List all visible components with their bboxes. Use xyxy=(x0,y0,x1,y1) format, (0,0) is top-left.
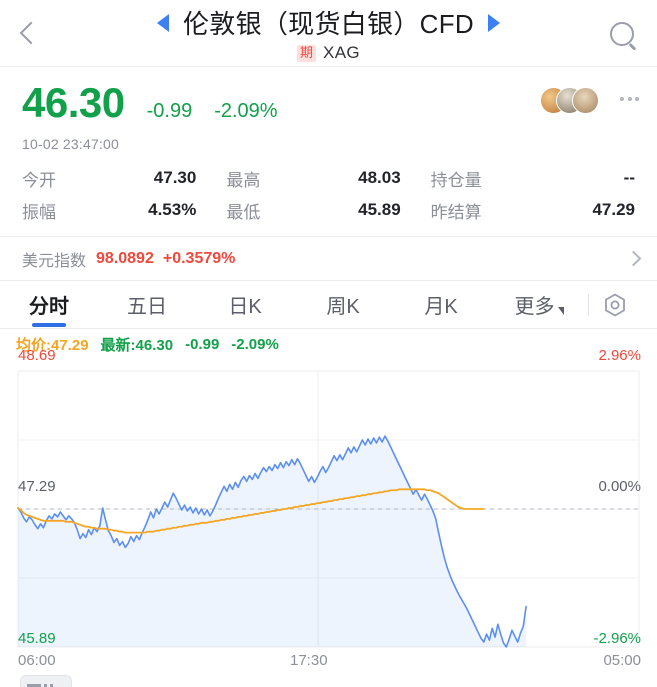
axis-label-mid-price: 47.29 xyxy=(18,478,56,495)
tab-label: 周K xyxy=(326,296,360,318)
page-title: 伦敦银（现货白银）CFD xyxy=(182,9,475,39)
viewer-avatars[interactable] xyxy=(540,87,599,114)
axis-label-time-end: 05:00 xyxy=(603,652,641,669)
bar xyxy=(50,683,53,687)
legend-last-price: 最新:46.30 xyxy=(100,337,174,354)
tab-monthly-k[interactable]: 月K xyxy=(392,281,490,329)
quote-summary: 46.30 -0.99 -2.09% 10-02 23:47:00 xyxy=(0,67,657,158)
quote-timestamp: 10-02 23:47:00 xyxy=(22,136,119,152)
price-change: -0.99 xyxy=(146,100,193,122)
stat-value: 47.29 xyxy=(592,200,635,219)
bar xyxy=(44,683,47,687)
stat-amplitude: 振幅 4.53% xyxy=(22,198,226,223)
chart-canvas xyxy=(17,370,640,648)
bottom-bar xyxy=(0,668,657,687)
app-header: 伦敦银（现货白银）CFD 期 XAG xyxy=(0,0,657,67)
header-title-block: 伦敦银（现货白银）CFD 期 XAG xyxy=(0,4,657,63)
dot xyxy=(627,97,632,101)
stat-label: 振幅 xyxy=(22,202,56,222)
stat-label: 昨结算 xyxy=(430,202,482,222)
avatar xyxy=(572,87,599,114)
legend-average-price: 均价:47.29 xyxy=(16,337,89,354)
divider xyxy=(588,293,589,316)
axis-label-high-pct: 2.96% xyxy=(598,347,641,364)
tab-more[interactable]: 更多 xyxy=(490,281,588,329)
dot xyxy=(620,97,624,101)
symbol-code: XAG xyxy=(322,43,361,62)
axis-label-mid-pct: 0.00% xyxy=(598,478,641,495)
tab-label: 分时 xyxy=(29,296,69,318)
chart-settings-button[interactable] xyxy=(589,281,641,329)
stat-value: 45.89 xyxy=(358,200,401,219)
chevron-left-icon xyxy=(19,21,43,45)
tab-label: 日K xyxy=(228,296,262,318)
search-button[interactable] xyxy=(587,0,657,67)
stat-label: 最低 xyxy=(226,202,261,222)
tab-intraday[interactable]: 分时 xyxy=(0,281,98,329)
stats-grid: 今开 47.30 最高 48.03 持仓量 -- 振幅 4.53% 最低 45.… xyxy=(0,158,657,237)
stat-label: 今开 xyxy=(22,170,56,190)
stat-high: 最高 48.03 xyxy=(226,166,430,191)
dollar-index-label: 美元指数 xyxy=(22,252,87,270)
axis-label-high-price: 48.69 xyxy=(18,347,56,364)
price-change-percent: -2.09% xyxy=(214,100,278,122)
chevron-down-icon xyxy=(557,306,564,315)
search-icon xyxy=(610,21,634,46)
futures-badge: 期 xyxy=(296,44,316,62)
dot xyxy=(635,97,639,101)
mini-card-icon[interactable] xyxy=(20,675,72,687)
last-price: 46.30 xyxy=(22,79,125,126)
triangle-right-icon[interactable] xyxy=(488,13,501,32)
tab-weekly-k[interactable]: 周K xyxy=(294,281,392,329)
dollar-index-change: +0.3579% xyxy=(162,249,236,267)
triangle-left-icon[interactable] xyxy=(156,13,169,32)
tab-five-day[interactable]: 五日 xyxy=(98,281,196,329)
stat-value: -- xyxy=(623,168,635,187)
stat-open: 今开 47.30 xyxy=(22,166,226,191)
legend-change-percent: -2.09% xyxy=(231,336,279,353)
stat-prev-settlement: 昨结算 47.29 xyxy=(431,198,635,223)
axis-label-time-start: 06:00 xyxy=(18,652,56,669)
tab-label: 更多 xyxy=(514,296,555,318)
dollar-index-row[interactable]: 美元指数 98.0892 +0.3579% xyxy=(0,237,657,281)
more-dots-icon[interactable] xyxy=(620,97,639,101)
stat-value: 47.30 xyxy=(153,168,197,187)
axis-label-low-pct: -2.96% xyxy=(593,630,641,647)
stat-value: 4.53% xyxy=(148,200,197,219)
intraday-chart[interactable] xyxy=(0,359,657,659)
stats-row: 振幅 4.53% 最低 45.89 昨结算 47.29 xyxy=(22,194,635,226)
chevron-right-icon xyxy=(625,250,642,267)
stat-open-interest: 持仓量 -- xyxy=(431,166,635,191)
tab-daily-k[interactable]: 日K xyxy=(196,281,294,329)
stat-value: 48.03 xyxy=(358,168,401,187)
hex-nut-settings-icon xyxy=(605,293,625,316)
stat-label: 最高 xyxy=(226,170,261,190)
chart-legend: 均价:47.29 最新:46.30 -0.99 -2.09% xyxy=(0,329,657,359)
tab-label: 月K xyxy=(424,296,458,318)
bar xyxy=(27,683,41,687)
axis-label-time-mid: 17:30 xyxy=(290,652,328,669)
tab-label: 五日 xyxy=(127,296,167,318)
stat-low: 最低 45.89 xyxy=(226,198,430,223)
stat-label: 持仓量 xyxy=(430,170,482,190)
legend-change: -0.99 xyxy=(185,336,220,353)
chart-period-tabs: 分时 五日 日K 周K 月K 更多 xyxy=(0,281,657,329)
stats-row: 今开 47.30 最高 48.03 持仓量 -- xyxy=(22,162,635,194)
dollar-index-value: 98.0892 xyxy=(96,249,154,267)
back-button[interactable] xyxy=(0,0,62,67)
axis-label-low-price: 45.89 xyxy=(18,630,56,647)
